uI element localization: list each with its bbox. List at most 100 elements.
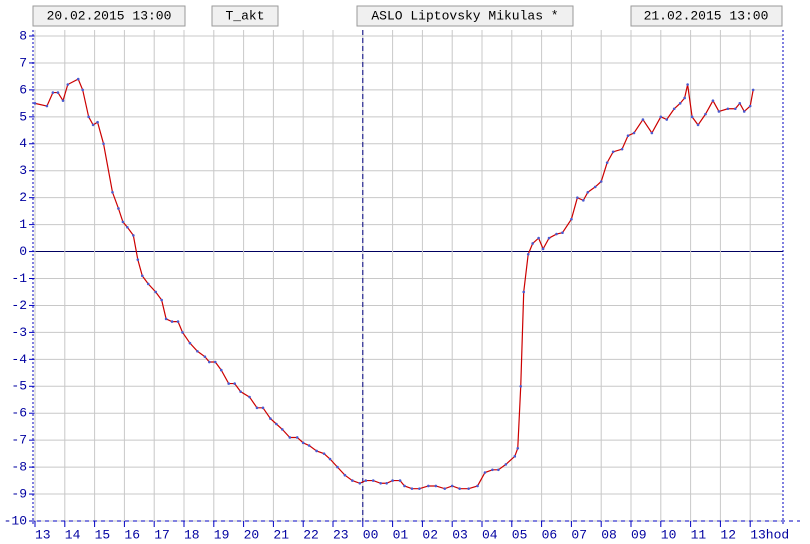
data-point xyxy=(315,449,318,453)
data-line xyxy=(34,78,754,490)
x-tick-label: 04 xyxy=(482,527,498,542)
y-tick-label: -8 xyxy=(11,460,27,475)
data-point xyxy=(738,102,742,105)
x-tick-label: 08 xyxy=(601,527,617,542)
y-tick-label: -1 xyxy=(11,271,27,286)
y-tick-label: -2 xyxy=(11,298,27,313)
data-point xyxy=(686,83,689,86)
data-point xyxy=(427,484,430,488)
data-point xyxy=(176,320,180,323)
x-tick-label: 15 xyxy=(95,527,111,542)
data-point xyxy=(391,479,394,482)
data-point xyxy=(696,123,700,127)
data-point xyxy=(504,463,508,466)
data-point xyxy=(121,220,125,224)
data-point xyxy=(561,231,564,234)
x-tick-label: 22 xyxy=(303,527,319,542)
x-tick-label: 19 xyxy=(214,527,230,542)
data-point xyxy=(537,236,540,240)
data-point xyxy=(126,226,129,229)
data-point xyxy=(227,382,230,385)
data-point xyxy=(164,317,168,321)
x-tick-label: 10 xyxy=(661,527,677,542)
data-point xyxy=(403,484,406,488)
data-point xyxy=(136,258,140,261)
data-point xyxy=(275,422,278,426)
data-point xyxy=(132,234,135,237)
data-point xyxy=(196,349,199,353)
x-tick-label: 12 xyxy=(720,527,736,542)
x-tick-label: 13hod xyxy=(750,527,789,542)
x-tick-label: 02 xyxy=(422,527,438,542)
data-point xyxy=(91,123,95,127)
data-point xyxy=(371,479,375,482)
data-point xyxy=(188,341,192,345)
y-tick-label: 5 xyxy=(19,109,27,124)
data-point xyxy=(140,274,144,278)
data-point xyxy=(351,479,354,482)
x-tick-label: 20 xyxy=(244,527,260,542)
data-point xyxy=(281,428,284,431)
x-tick-label: 18 xyxy=(184,527,200,542)
data-point xyxy=(233,382,236,385)
data-point xyxy=(160,298,163,302)
data-point xyxy=(295,436,299,439)
y-tick-label: -5 xyxy=(11,379,27,394)
data-point xyxy=(541,247,545,251)
data-point xyxy=(45,104,49,108)
x-tick-label: 00 xyxy=(363,527,379,542)
data-point xyxy=(641,118,645,121)
data-point xyxy=(51,91,55,94)
data-point xyxy=(593,185,597,189)
data-point xyxy=(379,481,382,485)
data-point xyxy=(61,99,65,102)
data-point xyxy=(672,107,676,111)
x-tick-label: 21 xyxy=(273,527,289,542)
x-tick-label: 07 xyxy=(571,527,587,542)
data-point xyxy=(605,161,609,164)
data-point xyxy=(102,142,105,146)
data-point xyxy=(632,131,636,135)
x-tick-label: 09 xyxy=(631,527,647,542)
data-point xyxy=(516,446,520,450)
data-point xyxy=(56,91,60,94)
x-tick-label: 06 xyxy=(542,527,558,542)
data-point xyxy=(66,83,70,86)
data-point xyxy=(665,118,669,121)
data-point xyxy=(458,487,461,490)
y-tick-label: 1 xyxy=(19,217,27,232)
data-point xyxy=(239,390,242,393)
data-point xyxy=(704,112,707,116)
data-point xyxy=(690,115,694,119)
x-tick-label: 14 xyxy=(65,527,81,542)
data-point xyxy=(385,481,388,485)
data-point xyxy=(659,115,663,119)
data-point xyxy=(434,484,438,488)
y-tick-label: 4 xyxy=(19,136,27,151)
y-tick-label: -10 xyxy=(4,513,27,528)
y-tick-label: 7 xyxy=(19,55,27,70)
data-point xyxy=(146,282,150,286)
data-point xyxy=(96,120,99,124)
data-point xyxy=(154,290,157,294)
x-tick-label: 01 xyxy=(393,527,409,542)
data-point xyxy=(626,134,630,137)
data-point xyxy=(76,77,80,81)
chart-title: ASLO Liptovsky Mikulas * xyxy=(371,8,558,23)
data-point xyxy=(497,468,500,472)
data-point xyxy=(87,115,90,119)
data-point xyxy=(301,441,305,445)
data-point xyxy=(111,190,114,194)
series-label: T_akt xyxy=(225,8,264,23)
data-point xyxy=(255,406,259,410)
data-point xyxy=(443,487,447,490)
data-point xyxy=(570,217,573,221)
data-point xyxy=(248,395,251,399)
data-point xyxy=(450,484,454,488)
data-point xyxy=(398,479,402,482)
data-point xyxy=(726,107,730,111)
data-point xyxy=(599,180,603,183)
data-point xyxy=(555,232,558,236)
start-time: 20.02.2015 13:00 xyxy=(47,8,172,23)
